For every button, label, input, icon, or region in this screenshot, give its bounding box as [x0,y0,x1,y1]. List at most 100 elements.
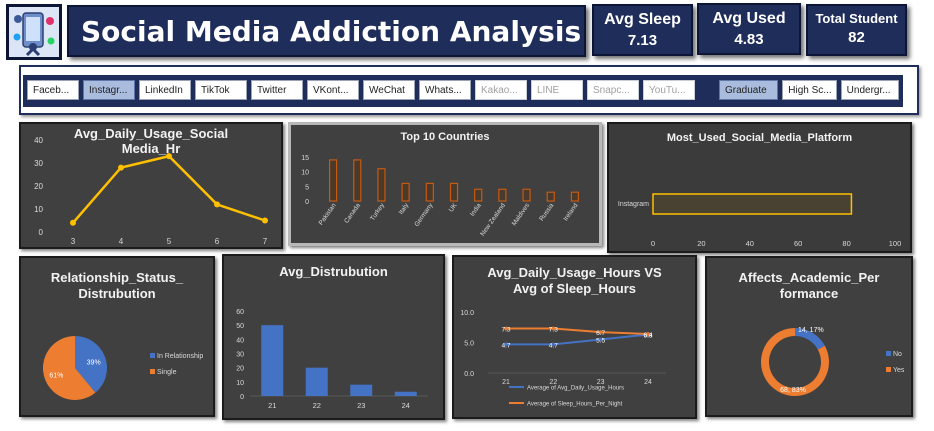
data-label: 4.7 [549,342,558,349]
chart-svg: 0 10 20 30 40 50 60 21 22 23 24 [236,309,428,410]
platform-slicer-item[interactable]: Twitter [251,80,303,100]
x-tick-label: India [469,202,483,218]
x-tick-label: 7 [263,237,268,246]
x-tick-label: 23 [597,379,605,386]
data-label: 7.3 [501,326,510,333]
kpi-label: Avg Sleep [604,11,681,28]
platform-slicer-item[interactable]: LINE [531,80,583,100]
level-slicer-item[interactable]: Graduate [719,80,779,100]
legend-label: In Relationship [157,353,203,360]
slice-label: 14, 17% [798,327,824,334]
chart-title: Relationship_Status_ Distrubution [50,270,184,301]
series-line [506,333,649,346]
bar [522,188,531,202]
level-slicer-item[interactable]: Undergr... [840,80,899,100]
pie-slice [42,336,96,400]
series-line [72,154,266,224]
bar [425,182,434,202]
y-tick-label: 50 [236,323,244,330]
y-tick-label: 0.0 [464,371,474,378]
slice-label: 39% [87,359,101,366]
data-label: 6.7 [596,330,605,337]
bar [328,159,338,202]
x-tick-label: 0 [651,239,655,248]
platform-slicer-item[interactable]: WeChat [363,80,415,100]
series-line [506,327,649,335]
x-tick-label: New Zealand [479,202,507,238]
chart-avg-distribution: Avg_Distrubution 0 10 20 30 40 50 60 21 22 23 24 [222,254,445,420]
chart-relationship-status: Relationship_Status_ Distrubution 39% 61%… [19,256,215,417]
kpi-total-student-card: Total Student 82 [806,4,907,56]
y-tick-label: 0 [240,394,244,401]
data-label: 7.3 [549,326,558,333]
y-tick-label: 5 [305,184,309,191]
bar [261,325,284,396]
bar [546,191,555,202]
data-point [504,342,508,347]
platform-slicer-item[interactable]: VKont... [307,80,359,100]
social-media-logo-icon [9,7,59,57]
platform-slicer-item[interactable]: Kakao... [475,80,527,100]
slice-label: 68, 83% [780,387,806,394]
y-tick-label: 10 [301,170,309,177]
chart-svg: 14, 17% 68, 83% No Yes [761,327,905,396]
academic-level-slicer: Graduate High Sc... Undergr... [715,75,903,107]
slicer-bar: Faceb... Instagr... LinkedIn TikTok Twitter V… [19,65,919,115]
y-tick-label: 0 [39,228,44,237]
y-tick-label: 40 [34,136,43,145]
bar [305,367,328,396]
y-tick-label: 10 [34,205,43,214]
platform-slicer-item[interactable]: Instagr... [83,80,135,100]
bar [652,193,853,215]
chart-title: Top 10 Countries [400,131,490,143]
slice-label: 61% [49,373,63,380]
chart-svg: 0 10 20 30 40 3 4 5 6 7 [34,136,268,246]
y-tick-label: Instagram [618,201,649,208]
kpi-avg-used-card: Avg Used 4.83 [697,3,801,55]
legend-label: Single [157,369,177,376]
chart-svg: 0 20 40 60 80 100 Instagram [618,193,901,248]
platform-slicer: Faceb... Instagr... LinkedIn TikTok Twitter V… [23,75,715,107]
bar [350,384,373,396]
x-tick-label: UK [448,202,459,214]
data-point [598,337,603,342]
x-tick-label: 24 [402,401,410,410]
chart-academic-performance: Affects_Academic_Per formance 14, 17% 68,… [705,256,913,417]
platform-slicer-item[interactable]: Whats... [419,80,471,100]
platform-slicer-item[interactable]: LinkedIn [139,80,191,100]
x-tick-label: 80 [842,239,850,248]
kpi-avg-sleep-card: Avg Sleep 7.13 [592,4,693,56]
chart-svg: 0 5 10 15 Pakistan Canada Turkey Italy Germany UK… [301,155,580,238]
level-slicer-item[interactable]: High Sc... [782,80,837,100]
data-point [262,217,268,224]
data-label: 6.4 [643,332,652,339]
y-tick-label: 20 [34,182,43,191]
platform-slicer-item[interactable]: YouTu... [643,80,695,100]
x-tick-label: 23 [357,401,365,410]
legend-swatch [886,351,891,356]
y-tick-label: 15 [301,155,309,162]
chart-avg-daily-usage: Avg_Daily_Usage_Social Media_Hr 0 10 20 30 4… [19,122,283,249]
bar [394,391,417,396]
platform-slicer-item[interactable]: Snapc... [587,80,639,100]
kpi-value: 82 [848,29,865,46]
legend-swatch [150,369,155,374]
chart-title: Avg_Daily_Usage_Social Media_Hr [73,126,229,156]
y-tick-label: 5.0 [464,341,474,348]
pie-slice [75,336,107,393]
bar [449,182,459,202]
legend-swatch [886,367,891,372]
platform-slicer-item[interactable]: TikTok [195,80,247,100]
donut-slice [795,328,825,350]
y-tick-label: 10 [236,380,244,387]
chart-svg: 0.0 5.0 10.0 21 22 23 24 4.7 4.7 5.5 6.3 Average of… [460,310,666,408]
x-tick-label: 6 [215,237,220,246]
data-point [118,164,124,171]
x-tick-label: Turkey [369,202,386,223]
chart-title: Most_Used_Social_Media_Platform [666,132,853,144]
kpi-label: Total Student [815,11,898,26]
platform-slicer-item[interactable]: Faceb... [27,80,79,100]
data-label: 5.5 [596,337,605,344]
kpi-value: 7.13 [627,32,658,49]
chart-svg: 39% 61% In Relationship Single [42,336,203,400]
